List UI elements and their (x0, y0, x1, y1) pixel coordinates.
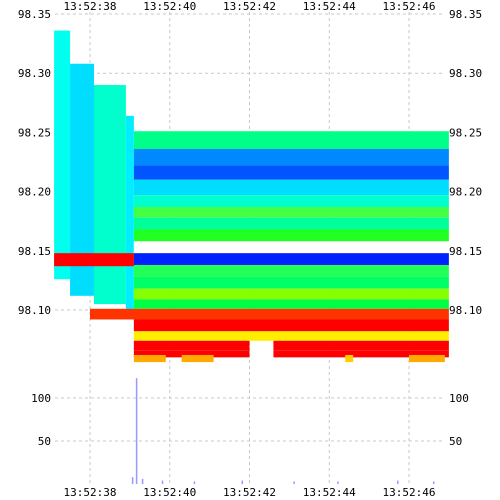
heat-band-7 (133, 179, 449, 196)
heat-band-14 (133, 265, 449, 277)
price-tick-right-0: 98.35 (449, 8, 482, 21)
price-tick-left-4: 98.15 (18, 245, 51, 258)
heat-band-20 (133, 331, 449, 341)
heat-band-4 (133, 131, 449, 149)
volume-tick-right-0: 100 (449, 392, 469, 405)
price-tick-right-5: 98.10 (449, 304, 482, 317)
heat-band-28 (345, 354, 354, 363)
x-tick-top-4: 13:52:46 (383, 0, 436, 13)
price-tick-right-3: 98.20 (449, 186, 482, 199)
heat-band-15 (133, 276, 449, 289)
heat-band-5 (133, 148, 449, 166)
heat-band-24 (273, 350, 449, 358)
heat-band-9 (133, 206, 449, 218)
heat-bands (54, 30, 449, 363)
x-tick-top-2: 13:52:42 (223, 0, 276, 13)
price-tick-left-5: 98.10 (18, 304, 51, 317)
volume-tick-right-1: 50 (449, 435, 462, 448)
heat-band-27 (181, 354, 214, 363)
y-axis-ticks: 98.35 98.35 98.30 98.30 98.25 98.25 98.20 98.20… (18, 8, 482, 448)
volume-bar-4 (193, 481, 196, 484)
volume-bar-7 (337, 481, 339, 484)
heat-band-16 (133, 288, 449, 300)
price-tick-left-0: 98.35 (18, 8, 51, 21)
heat-band-26 (133, 354, 166, 363)
volume-bar-0 (135, 378, 138, 484)
heat-band-12 (133, 241, 449, 254)
volume-tick-left-1: 50 (38, 435, 51, 448)
x-tick-top-0: 13:52:38 (64, 0, 117, 13)
heat-band-11 (133, 229, 449, 242)
heat-band-8 (133, 195, 449, 207)
x-axis-ticks: 13:52:38 13:52:38 13:52:40 13:52:40 13:52:42… (64, 0, 436, 499)
price-tick-left-1: 98.30 (18, 67, 51, 80)
price-tick-right-4: 98.15 (449, 245, 482, 258)
heat-band-13 (133, 253, 449, 266)
volume-bar-3 (161, 480, 164, 484)
heat-band-1 (70, 63, 94, 296)
heat-band-21 (133, 340, 250, 351)
x-tick-top-3: 13:52:44 (303, 0, 356, 13)
x-tick-bottom-4: 13:52:46 (383, 486, 436, 499)
volume-bar-2 (141, 478, 144, 484)
volume-bar-5 (241, 480, 244, 484)
price-tick-left-2: 98.25 (18, 126, 51, 139)
volume-bar-9 (432, 481, 435, 484)
heat-band-2 (93, 85, 126, 305)
volume-bar-1 (131, 477, 134, 484)
heat-band-17 (133, 299, 449, 309)
volume-bar-6 (293, 481, 295, 484)
heat-band-0 (54, 30, 71, 280)
x-tick-bottom-2: 13:52:42 (223, 486, 276, 499)
x-tick-bottom-1: 13:52:40 (143, 486, 196, 499)
volume-bars (131, 378, 435, 484)
heat-band-10 (133, 217, 449, 230)
volume-tick-left-0: 100 (31, 392, 51, 405)
heat-band-22 (273, 340, 449, 351)
heat-band-18 (90, 308, 449, 320)
x-tick-top-1: 13:52:40 (143, 0, 196, 13)
price-tick-right-1: 98.30 (449, 67, 482, 80)
volume-bar-8 (397, 480, 399, 484)
price-tick-left-3: 98.20 (18, 186, 51, 199)
heat-band-29 (409, 354, 445, 363)
x-tick-bottom-3: 13:52:44 (303, 486, 356, 499)
heat-band-6 (133, 165, 449, 180)
x-tick-bottom-0: 13:52:38 (64, 486, 117, 499)
heat-band-19 (133, 319, 449, 332)
heat-band-3 (125, 115, 134, 313)
heat-band-23 (133, 350, 250, 358)
heat-band-25 (54, 253, 134, 267)
price-tick-right-2: 98.25 (449, 126, 482, 139)
